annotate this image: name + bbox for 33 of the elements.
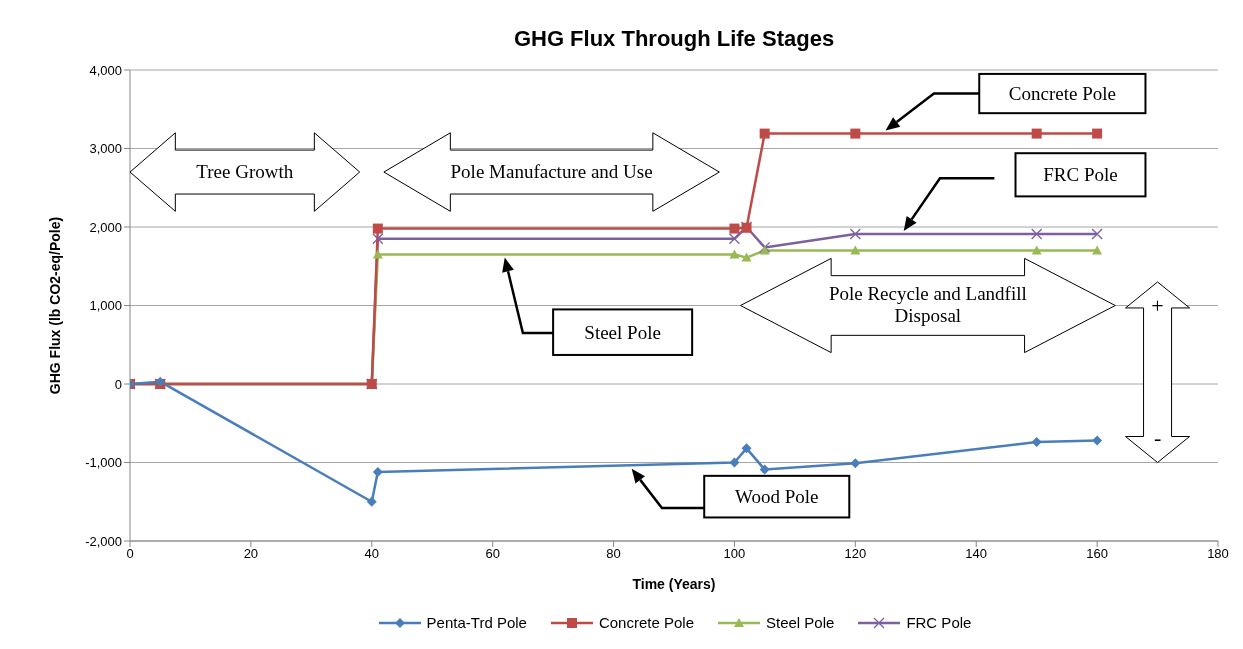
legend-label: Steel Pole (765, 614, 835, 631)
x-tick-label: 180 (1207, 546, 1229, 562)
annotation: Wood Pole (735, 486, 819, 508)
y-tick-label: 0 (114, 376, 122, 392)
legend-label: Concrete Pole (598, 614, 694, 631)
y-tick-label: 3,000 (89, 141, 122, 157)
annotation: Pole Recycle and Landfill Disposal (827, 283, 1028, 328)
x-axis-title: Time (Years) (632, 576, 716, 592)
x-tick-label: 60 (485, 546, 500, 562)
x-tick-label: 100 (723, 546, 746, 562)
y-tick-label: 4,000 (89, 62, 122, 78)
y-tick-label: 2,000 (89, 219, 122, 235)
annotation: - (1153, 424, 1162, 450)
y-tick-label: -2,000 (85, 533, 122, 549)
annotation: Concrete Pole (1008, 83, 1116, 105)
x-tick-label: 0 (126, 546, 134, 562)
annotation: + (1151, 293, 1164, 318)
annotation: Tree Growth (196, 161, 294, 184)
annotation: FRC Pole (1043, 164, 1118, 186)
chart-title: GHG Flux Through Life Stages (513, 26, 835, 51)
annotation: Pole Manufacture and Use (450, 161, 653, 184)
x-tick-label: 120 (844, 546, 867, 562)
y-axis-title: GHG Flux (lb CO2-eq/Pole) (47, 216, 63, 395)
x-tick-label: 80 (606, 546, 621, 562)
y-tick-label: -1,000 (85, 455, 122, 471)
y-tick-label: 1,000 (89, 298, 122, 314)
legend-label: Penta-Trd Pole (426, 614, 527, 631)
legend-label: FRC Pole (906, 614, 972, 631)
x-tick-label: 20 (243, 546, 259, 562)
x-tick-label: 160 (1086, 546, 1108, 562)
annotation: Steel Pole (584, 321, 661, 343)
x-tick-label: 40 (364, 546, 380, 562)
x-tick-label: 140 (965, 546, 988, 562)
